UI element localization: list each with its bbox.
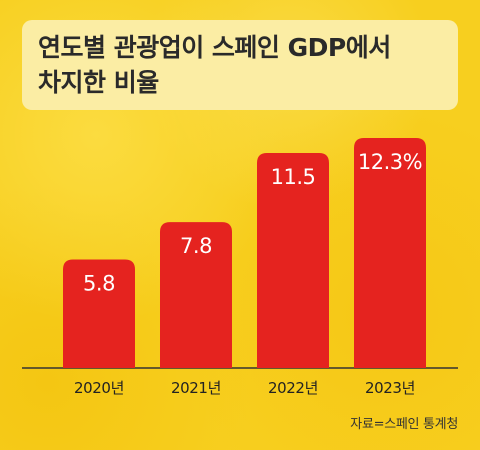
bar-value-label: 5.8 — [83, 272, 115, 296]
source-note: 자료=스페인 통계청 — [350, 417, 458, 432]
bar-2023년 — [354, 138, 426, 368]
title-box: 연도별 관광업이 스페인 GDP에서 차지한 비율 — [22, 20, 458, 110]
x-tick-label: 2022년 — [268, 379, 318, 397]
bar-value-label: 7.8 — [180, 234, 212, 258]
bar-2020년 — [63, 259, 135, 368]
chart-title-line-2: 차지한 비율 — [38, 68, 159, 97]
bar-value-label: 12.3% — [358, 150, 422, 174]
x-tick-label: 2023년 — [365, 379, 415, 397]
bar-2022년 — [257, 152, 329, 368]
bar-value-label: 11.5 — [271, 165, 316, 189]
x-tick-label: 2020년 — [74, 379, 124, 397]
bar-2021년 — [160, 222, 232, 368]
x-tick-label: 2021년 — [171, 379, 221, 397]
chart-title-line-1: 연도별 관광업이 스페인 GDP에서 — [38, 33, 391, 62]
